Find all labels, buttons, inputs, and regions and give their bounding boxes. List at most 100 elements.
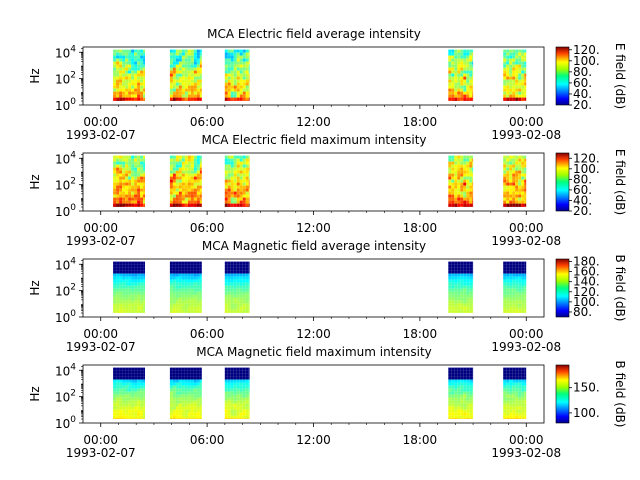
spectrogram-cell [451, 200, 455, 204]
spectrogram-cell [125, 391, 129, 395]
spectrogram-cell [140, 370, 144, 374]
spectrogram-cell [448, 288, 452, 292]
spectrogram-cell [518, 279, 522, 283]
spectrogram-cell [134, 91, 138, 95]
spectrogram-cell [187, 370, 191, 374]
spectrogram-cell [140, 306, 144, 310]
spectrogram-cell [515, 309, 519, 313]
y-tick-base: 10 [55, 73, 70, 87]
spectrogram-cell [506, 49, 510, 53]
spectrogram-cell [178, 373, 182, 377]
spectrogram-cell [128, 388, 132, 392]
spectrogram-cell [460, 285, 464, 289]
spectrogram-cell [193, 82, 197, 86]
spectrogram-cell [451, 194, 455, 198]
spectrogram-cell [178, 94, 182, 98]
spectrogram-cell [245, 64, 249, 68]
spectrogram-cell [524, 273, 527, 277]
spectrogram-cell [245, 76, 249, 80]
spectrogram-cell [113, 185, 117, 189]
spectrogram-cell [187, 197, 191, 201]
spectrogram-cell [190, 264, 194, 268]
spectrogram-cell [454, 94, 458, 98]
spectrogram-cell [518, 179, 522, 183]
spectrogram-cell [242, 282, 246, 286]
spectrogram-cell [190, 55, 194, 59]
spectrogram-cell [524, 306, 527, 310]
spectrogram-cell [512, 200, 516, 204]
spectrogram-cell [196, 185, 200, 189]
spectrogram-cell [199, 91, 202, 95]
spectrogram-cell [116, 370, 120, 374]
spectrogram-cell [122, 306, 126, 310]
spectrogram-cell [116, 97, 120, 101]
spectrogram-cell [472, 285, 474, 289]
spectrogram-cell [175, 70, 179, 74]
spectrogram-cell [457, 179, 461, 183]
spectrogram-cell [137, 203, 141, 207]
spectrogram-cell [512, 76, 516, 80]
spectrogram-cell [463, 306, 467, 310]
spectrogram-cell [227, 282, 231, 286]
spectrogram-cell [521, 197, 525, 201]
spectrogram-cell [242, 267, 246, 271]
spectrogram-cell [196, 64, 200, 68]
spectrogram-cell [131, 64, 135, 68]
spectrogram-cell [175, 276, 179, 280]
spectrogram-cell [472, 182, 474, 186]
spectrogram-cell [515, 194, 519, 198]
plot-frame [82, 258, 545, 318]
spectrogram-cell [230, 397, 234, 401]
spectrogram-cell [193, 273, 197, 277]
spectrogram-cell [119, 97, 123, 101]
spectrogram-cell [125, 409, 129, 413]
spectrogram-cell [457, 64, 461, 68]
spectrogram-cell [233, 173, 237, 177]
spectrogram-cell [518, 76, 522, 80]
spectrogram-cell [190, 294, 194, 298]
spectrogram-cell [199, 188, 202, 192]
spectrogram-cell [503, 291, 507, 295]
spectrogram-cell [460, 388, 464, 392]
spectrogram-cell [503, 279, 507, 283]
spectrogram-cell [524, 412, 527, 416]
spectrogram-cell [515, 370, 519, 374]
spectrogram-cell [242, 388, 246, 392]
spectrogram-cell [122, 279, 126, 283]
spectrogram-cell [137, 397, 141, 401]
spectrogram-cell [236, 173, 240, 177]
spectrogram-cell [193, 264, 197, 268]
spectrogram-cell [236, 285, 240, 289]
spectrogram-cell [509, 194, 513, 198]
spectrogram-cell [137, 285, 141, 289]
spectrogram-cell [187, 55, 191, 59]
spectrogram-cell [460, 273, 464, 277]
spectrogram-cell [175, 191, 179, 195]
spectrogram-cell [131, 194, 135, 198]
spectrogram-cell [184, 82, 188, 86]
spectrogram-cell [113, 191, 117, 195]
spectrogram-cell [248, 415, 250, 419]
spectrogram-cell [181, 394, 185, 398]
spectrogram-cell [122, 276, 126, 280]
spectrogram-cell [469, 94, 473, 98]
spectrogram-cell [230, 191, 234, 195]
spectrogram-cell [451, 61, 455, 65]
spectrogram-cell [466, 300, 470, 304]
spectrogram-cell [181, 370, 185, 374]
spectrogram-cell [463, 303, 467, 307]
spectrogram-cell [128, 49, 132, 53]
spectrogram-cell [248, 164, 250, 168]
spectrogram-cell [193, 409, 197, 413]
spectrogram-cell [178, 291, 182, 295]
spectrogram-cell [524, 179, 527, 183]
spectrogram-cell [227, 270, 231, 274]
y-tick-label: 104 [55, 150, 76, 166]
spectrogram-cell [454, 373, 458, 377]
spectrogram-cell [469, 303, 473, 307]
spectrogram-cell [509, 276, 513, 280]
colorbar-tick-label: 180. [573, 255, 600, 269]
spectrogram-cell [245, 409, 249, 413]
spectrogram-cell [187, 306, 191, 310]
spectrogram-cell [466, 55, 470, 59]
